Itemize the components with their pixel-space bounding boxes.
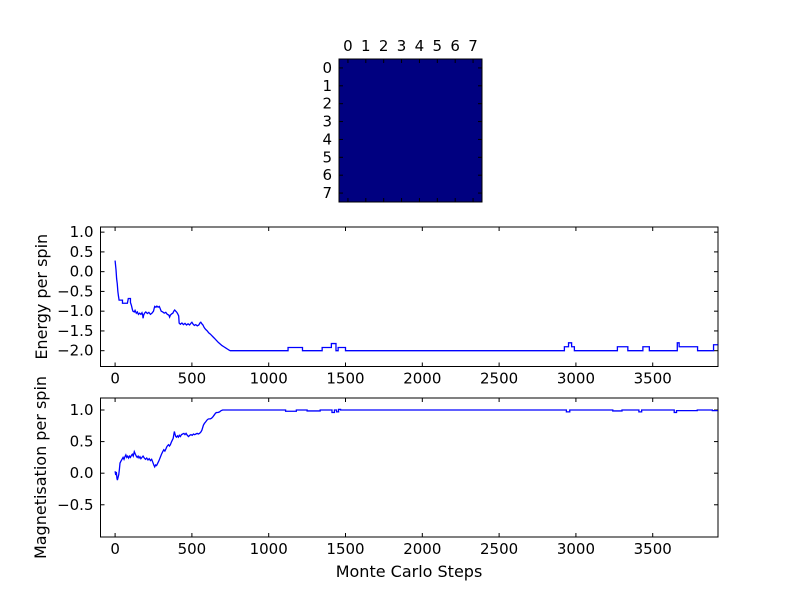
- heatmap-x-tick-label: 2: [379, 37, 389, 55]
- x-tick-label: 2500: [480, 540, 518, 558]
- x-tick-label: 3500: [634, 540, 672, 558]
- x-tick-label: 1000: [250, 540, 288, 558]
- heatmap-y-tick-label: 5: [322, 148, 332, 166]
- x-axis-label: Monte Carlo Steps: [336, 562, 483, 581]
- magnetisation-plot: 0 500 1000 1500 2000 2500 3000 3500 1.0 0.5 0.0 −0.…: [57, 397, 719, 558]
- x-tick-label: 3500: [634, 370, 672, 388]
- x-tick-label: 0: [110, 540, 120, 558]
- heatmap-x-tick-label: 7: [468, 37, 478, 55]
- x-tick-label: 3000: [557, 370, 595, 388]
- x-tick-label: 2500: [480, 370, 518, 388]
- heatmap-y-tick-label: 4: [322, 130, 332, 148]
- x-tick-label: 1000: [250, 370, 288, 388]
- y-tick-label: −0.5: [57, 496, 93, 514]
- y-tick-label: 0.0: [70, 263, 94, 281]
- heatmap-y-tick-label: 2: [322, 95, 332, 113]
- magnetisation-y-axis-label: Magnetisation per spin: [31, 376, 50, 559]
- y-tick-label: 1.0: [70, 401, 94, 419]
- energy-y-axis-label: Energy per spin: [32, 234, 51, 360]
- x-tick-label: 2000: [403, 540, 441, 558]
- heatmap-x-tick-label: 1: [361, 37, 371, 55]
- y-tick-label: 0.5: [70, 243, 94, 261]
- x-tick-label: 3000: [557, 540, 595, 558]
- y-tick-label: 0.5: [70, 433, 94, 451]
- heatmap-x-tick-label: 5: [433, 37, 443, 55]
- x-tick-label: 1500: [326, 370, 364, 388]
- x-tick-label: 1500: [326, 540, 364, 558]
- heatmap-y-tick-label: 6: [322, 166, 332, 184]
- magnetisation-series-line: [114, 408, 718, 481]
- energy-series-line: [114, 260, 718, 352]
- heatmap-y-tick-label: 1: [322, 77, 332, 95]
- y-tick-label: 0.0: [70, 464, 94, 482]
- y-tick-label: −1.5: [57, 322, 93, 340]
- heatmap-y-tick-label: 0: [322, 59, 332, 77]
- y-tick-label: −0.5: [57, 282, 93, 300]
- y-tick-label: −2.0: [57, 342, 93, 360]
- heatmap-x-tick-label: 6: [450, 37, 460, 55]
- x-tick-label: 500: [178, 540, 207, 558]
- y-tick-label: −1.0: [57, 302, 93, 320]
- x-tick-label: 500: [178, 370, 207, 388]
- y-tick-label: 1.0: [70, 223, 94, 241]
- x-tick-label: 2000: [403, 370, 441, 388]
- heatmap-y-tick-label: 7: [322, 184, 332, 202]
- axes-frame: [100, 397, 719, 538]
- heatmap-y-tick-label: 3: [322, 113, 332, 131]
- heatmap-x-tick-label: 0: [343, 37, 353, 55]
- axes-frame: [100, 226, 719, 367]
- energy-plot: 0 500 1000 1500 2000 2500 3000 3500 1.0 0.5 0.0−0.…: [57, 223, 719, 388]
- heatmap-cells: [338, 58, 483, 203]
- x-tick-label: 0: [110, 370, 120, 388]
- heatmap-x-tick-label: 3: [397, 37, 407, 55]
- heatmap-x-tick-label: 4: [415, 37, 425, 55]
